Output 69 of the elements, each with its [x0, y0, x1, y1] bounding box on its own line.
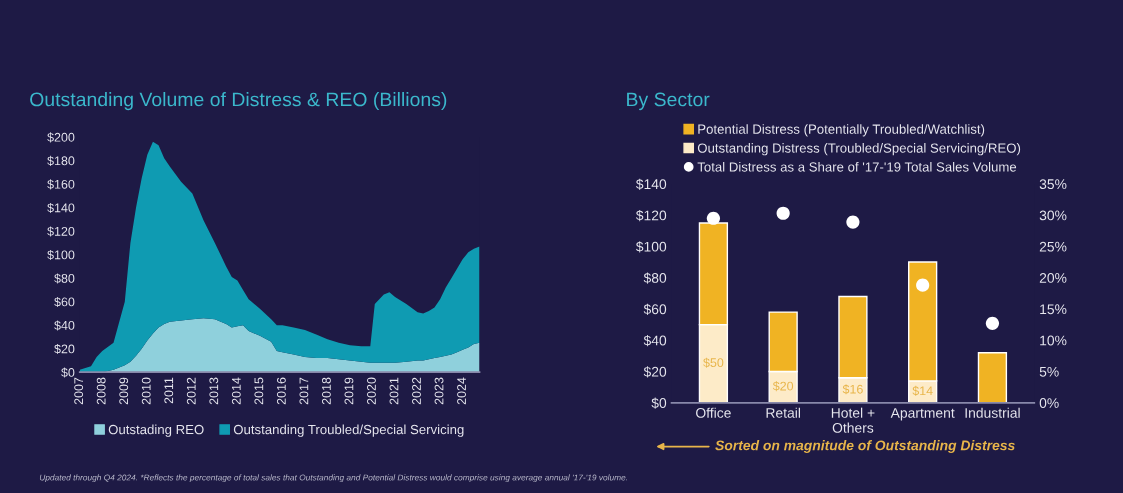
x-tick-label: 2020: [367, 377, 376, 405]
y-tick-label: $40: [54, 320, 75, 331]
text: Updated through Q4 2024. *Reflects the percentage of total sales that Outstanding and Potential Distress would comprise using average annual '17-'19 volume.: [39, 474, 628, 483]
y-tick-label: $180: [47, 155, 75, 166]
y-tick-label: $20: [54, 343, 75, 355]
x-tick-label: Office: [696, 407, 731, 418]
data-label: $20: [772, 381, 794, 392]
y2-tick-label: 0%: [1039, 398, 1059, 408]
y-tick-label: $0: [651, 397, 667, 409]
x-tick-label: 2019: [344, 377, 354, 405]
y-tick-label: $100: [47, 249, 75, 261]
legend-label: Outstanding Troubled/Special Servicing: [233, 424, 464, 437]
x-tick-label: 2015: [254, 377, 264, 405]
x-tick-label: 2017: [299, 377, 309, 405]
x-tick-label: Apartment: [890, 408, 955, 421]
x-tick-label: Retail: [766, 407, 800, 418]
y2-tick-label: 35%: [1039, 179, 1067, 190]
x-tick-label: 2013: [209, 377, 219, 405]
point: [706, 211, 720, 225]
point: [916, 278, 930, 292]
chart-title: Outstanding Volume of Distress & REO (Billions): [30, 92, 447, 111]
x-tick-label: 2018: [321, 377, 331, 405]
legend-label: Total Distress as a Share of '17-'19 Total Sales Volume: [697, 161, 1017, 172]
x-tick-label: 2014: [231, 377, 241, 405]
x-tick-label: 2008: [96, 377, 106, 405]
point: [846, 215, 860, 229]
x-tick-label: 2021: [389, 377, 399, 405]
y2-tick-label: 5%: [1039, 366, 1059, 377]
x-tick-label: 2024: [457, 377, 466, 405]
chart-title: By Sector: [627, 92, 710, 111]
y2-tick-label: 20%: [1039, 273, 1067, 283]
y-tick-label: $60: [54, 296, 75, 308]
x-tick-label: Industrial: [965, 407, 1020, 418]
legend-label: Outstanding Distress (Troubled/Special Servicing/REO): [697, 143, 1021, 156]
x-tick-label: 2022: [412, 377, 421, 405]
legend-label: Potential Distress (Potentially Troubled/Watchlist): [698, 124, 985, 137]
point: [776, 206, 790, 220]
x-tick-label: 2011: [164, 377, 174, 404]
y-tick-label: $140: [635, 178, 667, 190]
y-tick-label: $200: [47, 132, 75, 143]
x-tick-label: Hotel + Others: [831, 407, 875, 433]
bar: [977, 352, 1008, 403]
legend-label: Outstading REO: [108, 424, 204, 437]
text: Sorted on magnitude of Outstanding Distress: [715, 440, 1015, 454]
y-tick-label: $80: [643, 272, 667, 284]
y-tick-label: $80: [54, 273, 75, 284]
data-label: $50: [703, 357, 724, 368]
y2-tick-label: 15%: [1040, 304, 1067, 315]
y2-tick-label: 25%: [1039, 241, 1067, 252]
x-tick-label: 2023: [434, 377, 444, 405]
point: [985, 316, 1000, 330]
y-tick-label: $40: [643, 334, 667, 347]
y-tick-label: $20: [643, 366, 667, 378]
y-tick-label: $60: [643, 303, 667, 315]
y2-tick-label: 30%: [1039, 210, 1067, 221]
data-label: $14: [912, 385, 933, 396]
y-tick-label: $120: [47, 226, 75, 237]
y2-tick-label: 10%: [1040, 335, 1067, 346]
y-tick-label: $140: [47, 202, 75, 213]
x-tick-label: 2009: [119, 377, 129, 405]
data-label: $16: [842, 384, 863, 395]
y-tick-label: $100: [635, 241, 667, 253]
x-tick-label: 2007: [74, 377, 84, 405]
y-tick-label: $120: [635, 209, 667, 222]
x-tick-label: 2012: [186, 377, 196, 405]
y-tick-label: $0: [61, 367, 75, 378]
x-tick-label: 2010: [141, 377, 151, 405]
x-tick-label: 2016: [276, 377, 286, 405]
y-tick-label: $160: [47, 179, 75, 190]
